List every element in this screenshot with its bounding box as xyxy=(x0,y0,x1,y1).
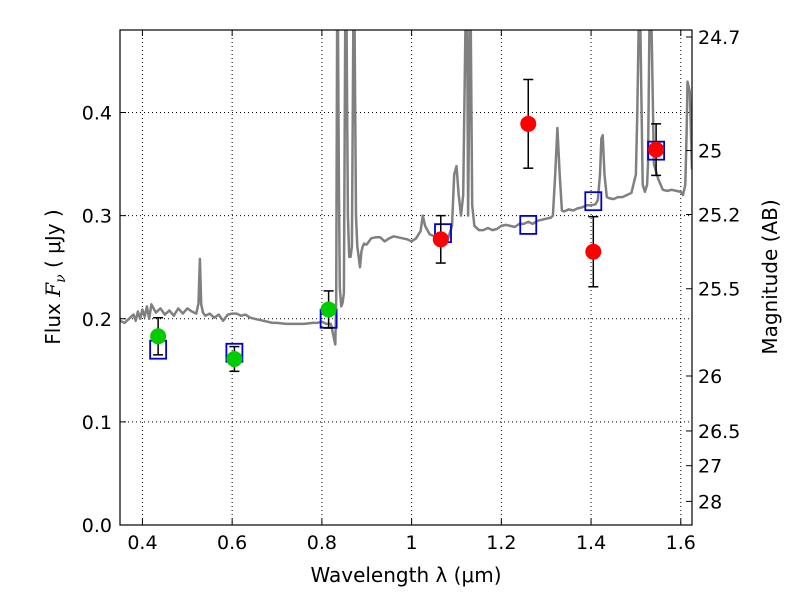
x-axis-label: Wavelength λ (μm) xyxy=(310,563,501,587)
y-axis-label-prefix: Flux xyxy=(41,297,65,345)
x-tick-label: 0.4 xyxy=(127,532,157,554)
data-point-marker xyxy=(520,115,537,132)
y-axis-label-suffix: ( μJy ) xyxy=(41,209,65,274)
model-square-marker xyxy=(519,215,538,235)
x-tick-label: 1.6 xyxy=(666,532,696,554)
spectrum-line xyxy=(120,30,692,346)
y-axis-label-subscript: ν xyxy=(53,274,69,283)
data-point-marker xyxy=(320,301,337,318)
y-axis-label-symbol: F xyxy=(41,282,65,298)
magnitude-tick-label: 25.5 xyxy=(698,279,740,301)
x-tick-label: 1 xyxy=(406,532,418,554)
data-point-marker xyxy=(150,328,167,345)
x-tick-label: 1.4 xyxy=(576,532,606,554)
x-tick-label: 0.6 xyxy=(217,532,247,554)
magnitude-tick-label: 25.2 xyxy=(698,204,740,226)
magnitude-tick-label: 26 xyxy=(698,366,722,388)
data-point-marker xyxy=(226,350,243,367)
data-point-marker xyxy=(432,231,449,248)
magnitude-tick-label: 24.7 xyxy=(698,27,740,49)
y-axis-label: Flux Fν ( μJy ) xyxy=(41,209,69,344)
magnitude-axis-ticks: 24.7 25 25.2 25.5 26 26.5 27 28 xyxy=(686,27,740,513)
magnitude-tick-label: 25 xyxy=(698,141,722,163)
magnitude-tick-label: 27 xyxy=(698,456,722,478)
magnitude-tick-label: 28 xyxy=(698,491,722,513)
plot-frame xyxy=(119,29,693,526)
data-point-marker xyxy=(585,243,602,260)
x-tick-label: 1.2 xyxy=(486,532,516,554)
y-axis-ticks: 0.0 0.1 0.2 0.3 0.4 xyxy=(82,103,126,537)
y-tick-label: 0.1 xyxy=(82,412,112,434)
spectrum-layer xyxy=(120,30,692,346)
model-square-marker xyxy=(584,191,603,212)
data-point-marker xyxy=(648,141,665,158)
magnitude-axis-label: Magnitude (AB) xyxy=(758,199,782,354)
y-tick-label: 0.4 xyxy=(82,103,112,125)
y-tick-label: 0.3 xyxy=(82,206,112,228)
magnitude-tick-label: 26.5 xyxy=(698,421,740,443)
x-tick-label: 0.8 xyxy=(307,532,337,554)
x-axis-ticks: 0.4 0.6 0.8 1 1.2 1.4 1.6 xyxy=(127,30,696,554)
points-layer xyxy=(149,78,666,373)
y-tick-label: 0.0 xyxy=(82,515,112,537)
y-tick-label: 0.2 xyxy=(82,309,112,331)
